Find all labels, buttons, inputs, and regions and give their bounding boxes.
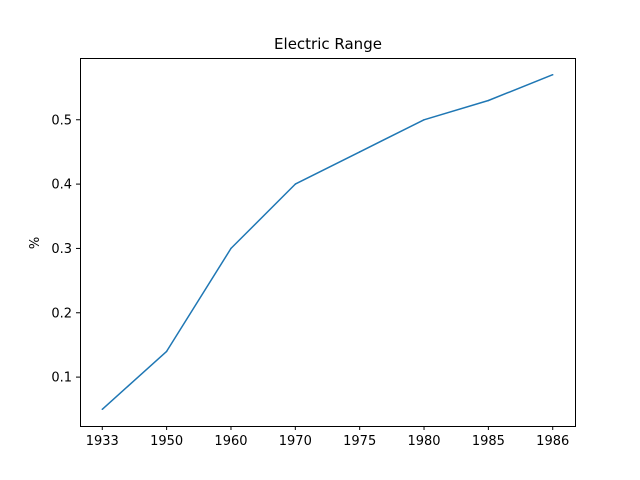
x-tick-label: 1986 (536, 434, 569, 449)
y-axis-label: % (28, 237, 43, 249)
y-axis: 0.1 0.2 0.3 0.4 0.5 (51, 113, 80, 386)
y-tick-label: 0.1 (51, 371, 72, 386)
y-tick-label: 0.2 (51, 306, 72, 321)
x-tick-label: 1970 (279, 434, 312, 449)
x-tick-label: 1933 (86, 434, 119, 449)
x-tick-label: 1980 (407, 434, 440, 449)
x-tick-label: 1975 (343, 434, 376, 449)
data-point (101, 408, 104, 411)
data-point (487, 99, 490, 102)
data-point (423, 119, 425, 121)
data-point (358, 151, 361, 153)
chart-title: Electric Range (274, 35, 382, 53)
x-tick-label: 1960 (214, 434, 247, 449)
y-tick-label: 0.5 (51, 113, 72, 128)
series-line-0 (101, 74, 553, 410)
x-tick-label: 1950 (150, 434, 183, 449)
data-point (230, 247, 232, 250)
plot-frame (80, 58, 576, 427)
y-tick-label: 0.3 (51, 242, 72, 257)
y-tick-label: 0.4 (51, 178, 72, 193)
data-point (294, 183, 297, 185)
x-tick-label: 1985 (472, 434, 505, 449)
x-axis: 1933 1950 1960 1970 1975 1980 1985 1986 (86, 426, 569, 449)
data-point (551, 73, 554, 76)
data-point (165, 350, 168, 353)
series-layer (101, 73, 554, 411)
